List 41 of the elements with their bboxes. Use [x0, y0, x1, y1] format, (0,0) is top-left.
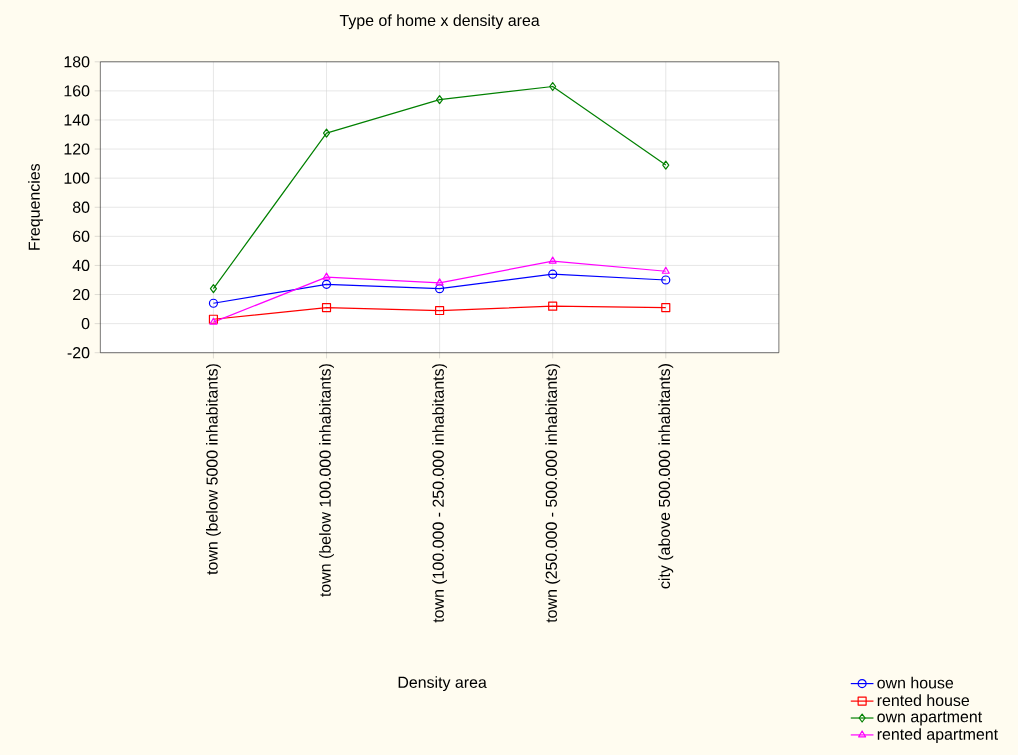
x-tick-label: town (below 5000 inhabitants) [206, 364, 221, 575]
y-tick-label: 60 [73, 230, 90, 242]
y-tick-label: 80 [72, 201, 90, 213]
y-tick-label: 140 [64, 114, 90, 126]
point [321, 302, 332, 313]
x-tick-label: town (100.000 - 250.000 inhabitants) [432, 364, 448, 623]
y-tick-label: 100 [64, 172, 90, 184]
point [321, 279, 332, 289]
point [662, 160, 670, 170]
y-tick-label: -20 [67, 346, 90, 359]
point [435, 284, 445, 294]
legend-label: rented house [877, 694, 970, 706]
point [435, 278, 444, 286]
y-tick-label: 0 [81, 317, 90, 330]
y-tick-label: 160 [64, 85, 90, 97]
point [436, 94, 444, 105]
point [209, 284, 218, 294]
y-tick-label: 180 [64, 56, 90, 68]
point [435, 305, 445, 315]
point [322, 128, 331, 138]
y-tick-label: 40 [72, 259, 90, 271]
point [548, 256, 557, 264]
point [661, 266, 670, 274]
legend-label: own apartment [877, 711, 983, 726]
y-axis-title: Frequencies [28, 163, 44, 250]
legend-label: rented apartment [877, 728, 998, 743]
point [661, 275, 671, 285]
x-tick-label: town (below 100.000 inhabitants) [319, 364, 334, 597]
y-tick-label: 120 [64, 143, 90, 155]
legend-label: own house [877, 676, 954, 689]
x-tick-label: town (250.000 - 500.000 inhabitants) [545, 364, 561, 623]
point [548, 269, 558, 279]
x-axis-title: Density area [398, 676, 487, 691]
point [208, 298, 219, 308]
point [548, 301, 558, 311]
y-tick-label: 20 [73, 288, 90, 301]
point [549, 81, 557, 91]
point [661, 302, 671, 313]
point [322, 272, 331, 280]
x-tick-label: city (above 500.000 inhabitants) [658, 364, 674, 589]
chart-title: Type of home x density area [339, 14, 540, 30]
